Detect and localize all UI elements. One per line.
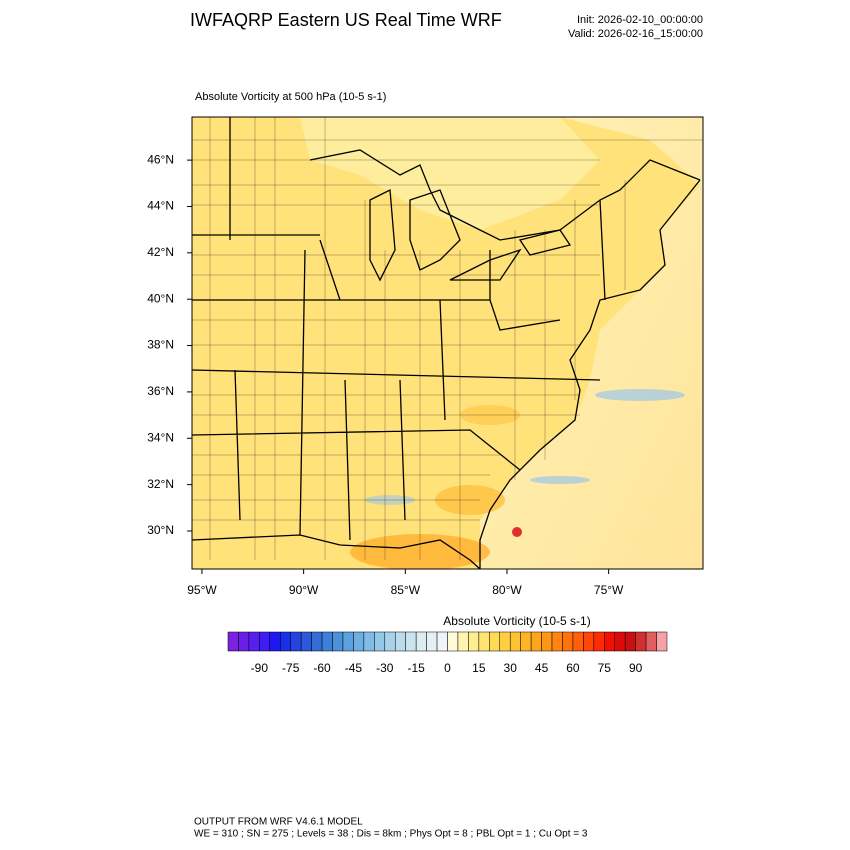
colorbar-box	[614, 631, 626, 652]
colorbar-box	[604, 631, 615, 652]
colorbar-tick-label: -75	[282, 661, 300, 675]
blue-streak	[595, 389, 685, 401]
colorbar-box	[509, 631, 521, 652]
colorbar-tick-label: -45	[345, 661, 363, 675]
x-tick-label: 85°W	[391, 583, 421, 597]
colorbar-box	[572, 631, 584, 652]
colorbar-box	[447, 631, 459, 652]
y-tick-label: 36°N	[147, 384, 174, 398]
colorbar-box	[457, 631, 469, 652]
colorbar-tick-label: 90	[629, 661, 643, 675]
y-tick-label: 32°N	[147, 477, 174, 491]
colorbar-tick-label: 60	[566, 661, 580, 675]
lake-michigan	[369, 188, 396, 282]
colorbar-box	[624, 631, 636, 652]
colorbar-tick-label: 15	[472, 661, 486, 675]
colorbar-box	[426, 631, 438, 652]
colorbar-tick-label: 30	[504, 661, 518, 675]
colorbar-tick-label: -30	[376, 661, 394, 675]
colorbar-tick-label: -60	[313, 661, 331, 675]
colorbar-tick-label: 45	[535, 661, 549, 675]
colorbar-box	[562, 631, 574, 652]
colorbar-box	[645, 631, 657, 652]
title: IWFAQRP Eastern US Real Time WRF	[190, 10, 502, 30]
colorbar-box	[635, 631, 647, 652]
colorbar-box	[415, 631, 427, 652]
colorbar-box	[593, 631, 605, 652]
y-tick-label: 42°N	[147, 245, 174, 259]
colorbar-box	[248, 631, 260, 652]
colorbar-box	[436, 631, 448, 652]
y-tick-label: 30°N	[147, 523, 174, 537]
canada-field	[300, 117, 600, 230]
colorbar-tick-label: 0	[444, 661, 451, 675]
map-field	[192, 117, 703, 569]
blue-streak	[530, 476, 590, 484]
x-tick-label: 95°W	[187, 583, 217, 597]
colorbar-box	[468, 631, 480, 652]
colorbar-box	[520, 631, 532, 652]
colorbar-box	[363, 631, 375, 652]
init-time: Init: 2026-02-10_00:00:00	[577, 14, 703, 26]
colorbar-box	[405, 631, 417, 652]
footer-line: OUTPUT FROM WRF V4.6.1 MODEL	[194, 817, 363, 828]
colorbar-box	[374, 631, 386, 652]
ocean-field	[480, 117, 703, 569]
valid-time: Valid: 2026-02-16_15:00:00	[568, 28, 703, 40]
colorbar-box	[551, 631, 563, 652]
colorbar-title: Absolute Vorticity (10-5 s-1)	[443, 614, 590, 628]
colorbar-box	[530, 631, 542, 652]
county-lines	[192, 117, 703, 560]
red-spot	[512, 527, 522, 537]
colorbar-box	[384, 631, 396, 652]
colorbar-tick-label: -90	[251, 661, 269, 675]
colorbar-box	[238, 631, 250, 652]
colorbar-box	[499, 631, 511, 652]
colorbar-tick-label: -15	[407, 661, 425, 675]
colorbar-box	[394, 631, 406, 652]
x-tick-label: 90°W	[289, 583, 319, 597]
x-tick-label: 75°W	[594, 583, 624, 597]
y-tick-label: 40°N	[147, 291, 174, 305]
map-frame	[191, 116, 704, 570]
x-tick-label: 80°W	[492, 583, 522, 597]
colorbar-box	[259, 631, 271, 652]
colorbar-box	[290, 631, 302, 652]
colorbar-box	[478, 631, 490, 652]
colorbar-tick-label: 75	[598, 661, 612, 675]
colorbar-box	[269, 631, 281, 652]
y-tick-label: 46°N	[147, 152, 174, 166]
colorbar-box	[332, 631, 344, 652]
border	[309, 149, 701, 241]
map-subtitle: Absolute Vorticity at 500 hPa (10-5 s-1)	[195, 91, 386, 103]
colorbar-box	[541, 631, 553, 652]
colorbar-box	[311, 631, 323, 652]
colorbar-box	[353, 631, 365, 652]
colorbar-box	[321, 631, 333, 652]
lake-erie	[449, 248, 522, 281]
colorbar-box	[489, 631, 501, 652]
michigan	[409, 189, 461, 271]
colorbar-box	[583, 631, 595, 652]
colorbar-box	[342, 631, 354, 652]
colorbar-box	[227, 631, 239, 652]
lake-ontario	[518, 229, 572, 256]
footer-line: WE = 310 ; SN = 275 ; Levels = 38 ; Dis …	[194, 829, 588, 840]
y-tick-label: 38°N	[147, 338, 174, 352]
colorbar-box	[656, 631, 668, 652]
colorbar-box	[300, 631, 312, 652]
y-tick-label: 44°N	[147, 199, 174, 213]
colorbar-box	[280, 631, 291, 652]
y-tick-label: 34°N	[147, 430, 174, 444]
